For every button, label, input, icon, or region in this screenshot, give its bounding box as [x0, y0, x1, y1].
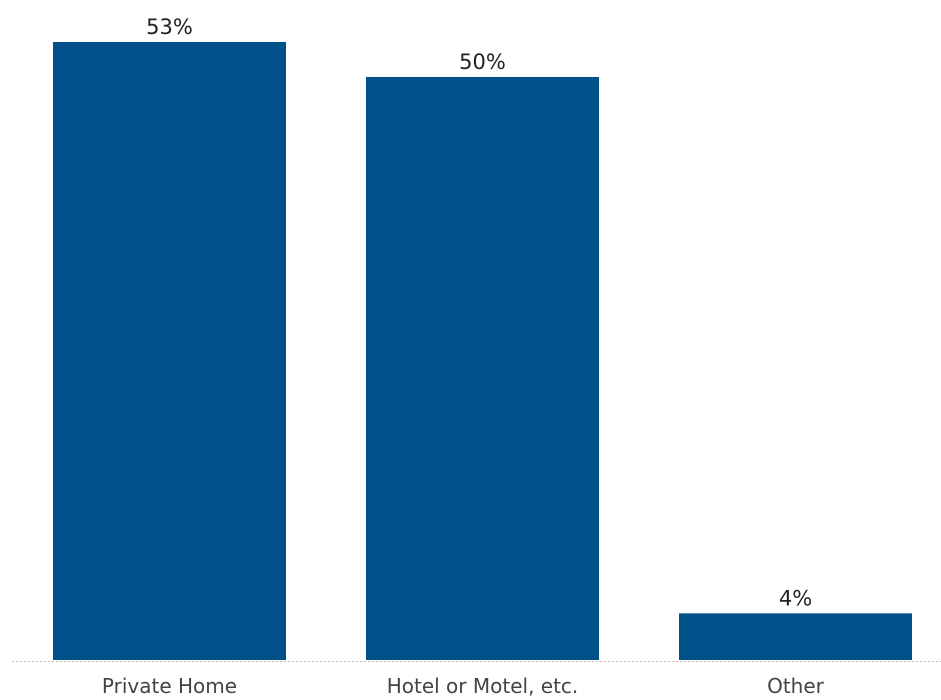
bar-private-home: [53, 42, 286, 660]
data-label-private-home: 53%: [146, 15, 193, 39]
bar-other: [679, 613, 912, 660]
category-label-private-home: Private Home: [102, 674, 237, 698]
bar-hotel-or-motel-etc: [366, 76, 599, 660]
category-label-hotel-or-motel-etc: Hotel or Motel, etc.: [387, 674, 579, 698]
data-label-other: 4%: [779, 586, 812, 610]
data-label-hotel-or-motel-etc: 50%: [459, 50, 506, 74]
category-label-other: Other: [767, 674, 825, 698]
